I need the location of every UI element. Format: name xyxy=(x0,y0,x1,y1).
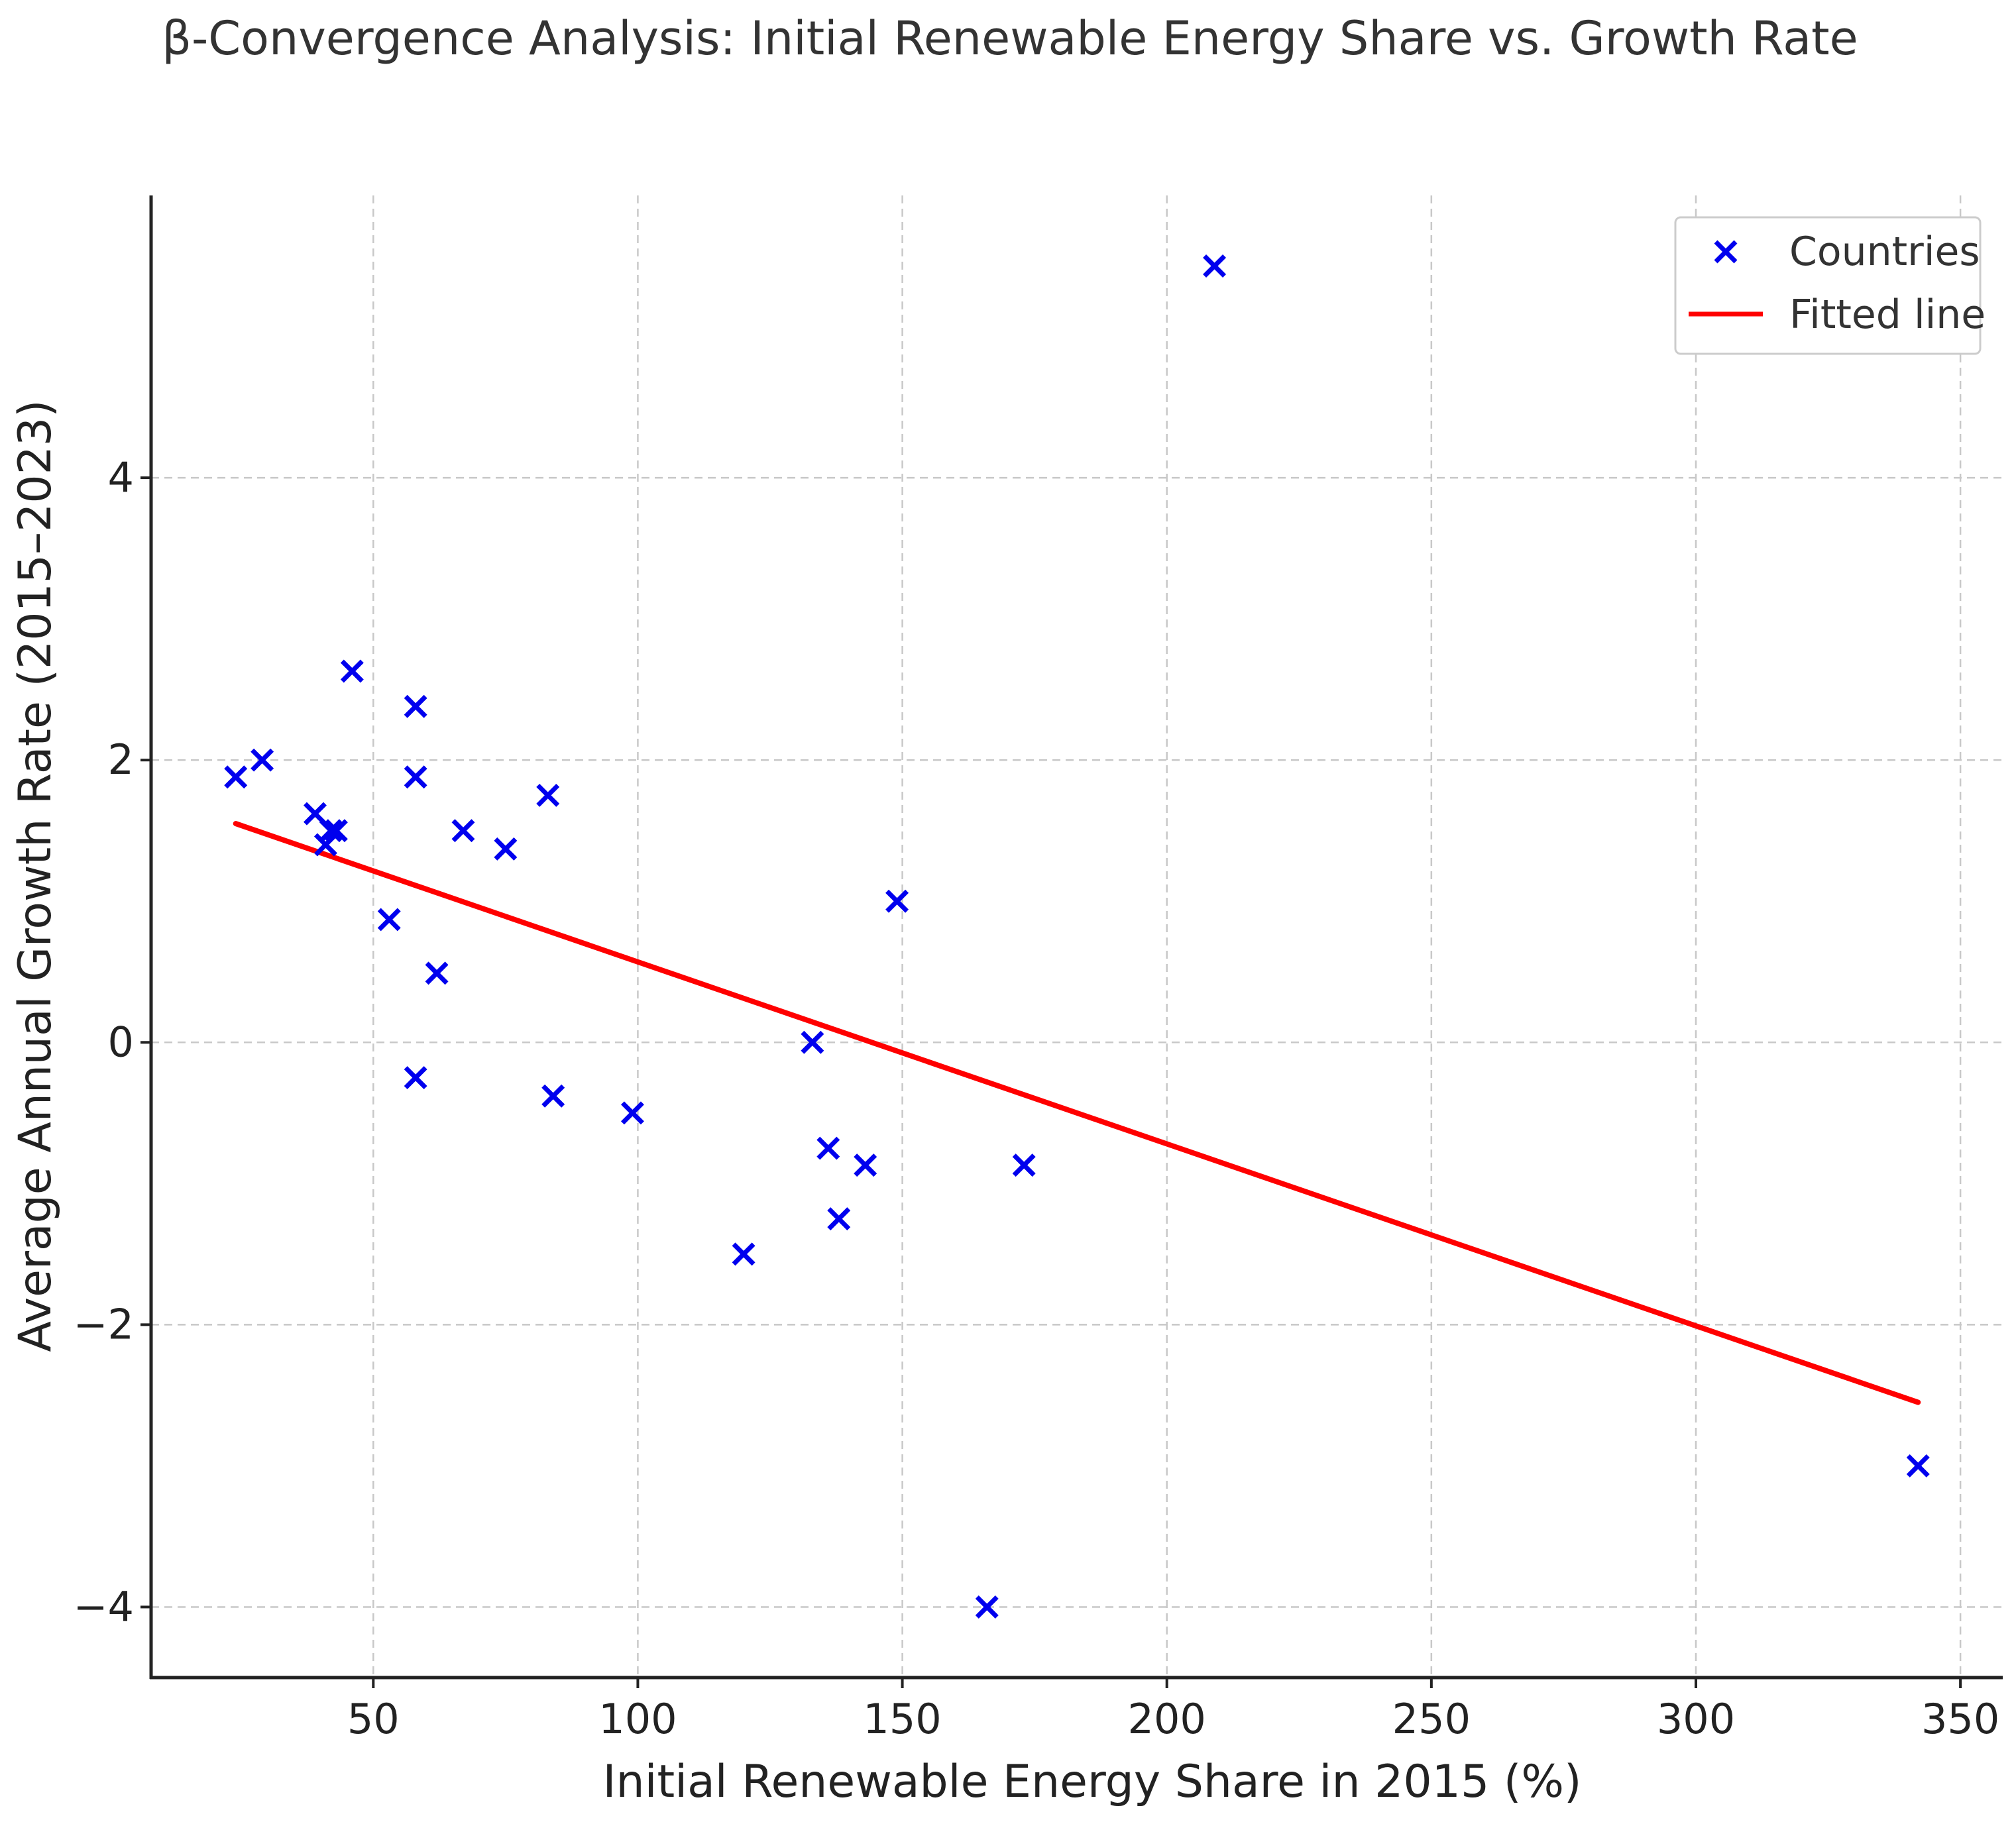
legend-label-countries: Countries xyxy=(1789,229,1980,275)
data-point xyxy=(827,1207,851,1231)
data-point xyxy=(340,659,364,683)
data-point xyxy=(224,765,248,789)
y-axis-label: Average Annual Growth Rate (2015–2023) xyxy=(9,400,62,1352)
data-point xyxy=(494,837,518,861)
data-point xyxy=(404,1066,427,1090)
data-point xyxy=(885,889,909,913)
data-point xyxy=(801,1030,824,1054)
data-point xyxy=(313,833,337,857)
fitted-line-group xyxy=(233,821,1921,1405)
fitted-line xyxy=(233,821,1921,1405)
x-tick-label: 150 xyxy=(863,1695,941,1743)
y-tick-label: 0 xyxy=(108,1018,134,1066)
ticks: 50 100 150 200 250 300 350 −4 −2 0 2 4 xyxy=(74,453,2000,1743)
x-tick-label: 200 xyxy=(1128,1695,1206,1743)
data-point xyxy=(816,1136,840,1160)
x-tick-label: 350 xyxy=(1921,1695,1999,1743)
y-tick-label: −4 xyxy=(74,1582,134,1631)
y-tick-label: −2 xyxy=(74,1300,134,1348)
data-point xyxy=(324,819,348,843)
data-point xyxy=(975,1595,999,1619)
data-point xyxy=(541,1084,565,1108)
x-tick-label: 250 xyxy=(1392,1695,1471,1743)
x-tick-label: 300 xyxy=(1657,1695,1735,1743)
data-point xyxy=(377,908,401,932)
legend-label-fitted-line: Fitted line xyxy=(1789,292,1986,338)
data-point xyxy=(451,819,475,843)
data-point xyxy=(854,1153,877,1177)
y-axis-label-group: Average Annual Growth Rate (2015–2023) xyxy=(9,400,62,1352)
data-point xyxy=(404,765,427,789)
grid xyxy=(151,195,2003,1678)
data-point xyxy=(404,694,427,718)
data-point xyxy=(536,783,560,807)
legend: Countries Fitted line xyxy=(1674,216,1986,355)
data-point xyxy=(732,1242,756,1266)
legend-marker-countries-icon xyxy=(1714,240,1738,264)
x-tick-label: 100 xyxy=(598,1695,677,1743)
points-group xyxy=(224,254,1930,1619)
data-point xyxy=(1012,1153,1036,1177)
data-point xyxy=(319,819,343,843)
data-point xyxy=(425,961,449,985)
data-point xyxy=(620,1101,644,1125)
data-point xyxy=(1203,254,1227,278)
x-axis-label: Initial Renewable Energy Share in 2015 (… xyxy=(602,1756,1581,1808)
data-point xyxy=(1906,1454,1930,1477)
legend-box xyxy=(1674,216,1982,355)
legend-x-marker xyxy=(1714,240,1738,264)
chart-title: β-Convergence Analysis: Initial Renewabl… xyxy=(162,11,1858,66)
data-point xyxy=(251,748,274,772)
y-tick-label: 4 xyxy=(108,453,134,502)
y-tick-label: 2 xyxy=(108,735,134,784)
x-tick-label: 50 xyxy=(347,1695,400,1743)
